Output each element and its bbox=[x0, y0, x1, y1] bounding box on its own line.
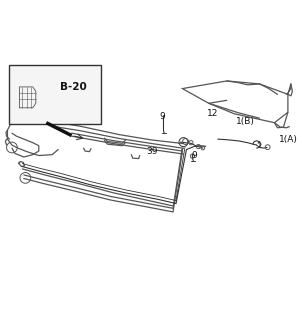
Text: 12: 12 bbox=[207, 109, 219, 118]
Text: 9: 9 bbox=[191, 151, 197, 160]
Text: 39: 39 bbox=[146, 147, 158, 156]
Bar bbox=[9, 65, 101, 124]
Text: 1(A): 1(A) bbox=[279, 135, 298, 144]
Text: 9: 9 bbox=[160, 112, 165, 121]
Text: B-20: B-20 bbox=[60, 82, 86, 92]
Text: 1(B): 1(B) bbox=[236, 117, 255, 126]
